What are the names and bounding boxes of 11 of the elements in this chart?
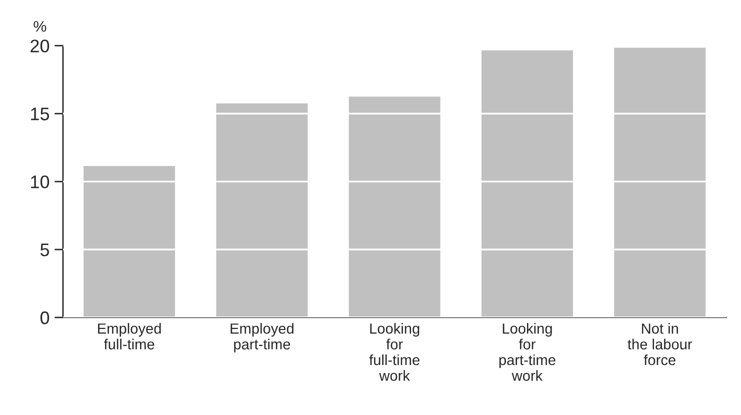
y-axis-title: %: [34, 21, 46, 32]
y-tick-label: 0: [40, 311, 50, 324]
x-tick-label: Not in the labour force: [628, 323, 692, 366]
x-tick-label: Employed full-time: [98, 323, 161, 350]
y-tick-label: 5: [40, 244, 50, 256]
y-tick-label: 10: [31, 175, 50, 188]
x-tick-label: Looking for full-time work: [369, 323, 420, 381]
x-tick-label: Employed part-time: [230, 323, 294, 352]
y-tick-label: 15: [31, 108, 50, 120]
y-tick-label: 20: [30, 40, 50, 52]
x-tick-label: Looking for part-time work: [499, 323, 556, 381]
